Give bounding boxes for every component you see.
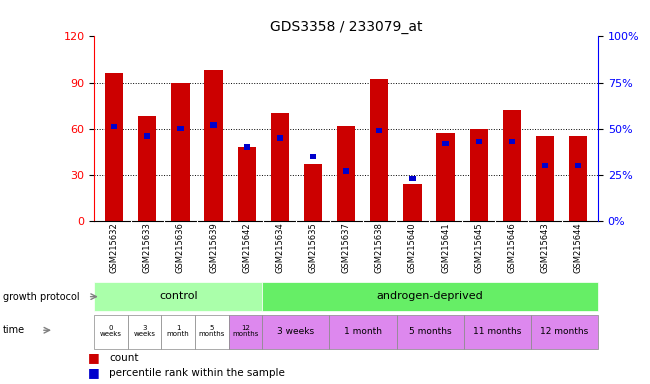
Text: 12
months: 12 months xyxy=(232,325,259,338)
Bar xyxy=(144,133,150,139)
Text: 0
weeks: 0 weeks xyxy=(100,325,122,338)
Text: ■: ■ xyxy=(88,366,99,379)
Bar xyxy=(161,315,195,349)
Bar xyxy=(172,83,190,221)
Bar xyxy=(509,139,515,144)
Bar xyxy=(229,315,262,349)
Bar xyxy=(396,315,463,349)
Bar xyxy=(105,73,124,221)
Bar xyxy=(238,147,256,221)
Text: GSM215639: GSM215639 xyxy=(209,223,218,273)
Bar xyxy=(94,282,262,311)
Bar xyxy=(94,315,128,349)
Bar xyxy=(111,124,117,129)
Bar xyxy=(370,79,389,221)
Bar xyxy=(337,126,356,221)
Text: GSM215643: GSM215643 xyxy=(540,223,549,273)
Bar xyxy=(177,126,183,131)
Text: GSM215637: GSM215637 xyxy=(342,223,350,273)
Bar xyxy=(569,136,587,221)
Text: percentile rank within the sample: percentile rank within the sample xyxy=(109,368,285,378)
Bar xyxy=(436,133,454,221)
Bar xyxy=(410,176,415,181)
Bar xyxy=(531,315,598,349)
Bar xyxy=(277,135,283,141)
Text: GSM215632: GSM215632 xyxy=(110,223,119,273)
Bar xyxy=(138,116,157,221)
Text: 5
months: 5 months xyxy=(199,325,225,338)
Bar xyxy=(542,163,548,168)
Bar xyxy=(443,141,448,146)
Bar xyxy=(271,113,289,221)
Text: 12 months: 12 months xyxy=(540,327,588,336)
Text: androgen-deprived: androgen-deprived xyxy=(377,291,484,301)
Bar xyxy=(205,70,223,221)
Bar xyxy=(575,163,581,168)
Bar xyxy=(403,184,421,221)
Bar xyxy=(195,315,229,349)
Bar xyxy=(304,164,322,221)
Bar xyxy=(310,154,316,159)
Bar xyxy=(469,129,488,221)
Text: GSM215641: GSM215641 xyxy=(441,223,450,273)
Text: GSM215638: GSM215638 xyxy=(375,223,383,273)
Bar xyxy=(262,282,598,311)
Text: GSM215640: GSM215640 xyxy=(408,223,417,273)
Bar xyxy=(502,110,521,221)
Text: growth protocol: growth protocol xyxy=(3,291,80,302)
Text: 3 weeks: 3 weeks xyxy=(277,327,315,336)
Text: GSM215635: GSM215635 xyxy=(309,223,317,273)
Text: 5 months: 5 months xyxy=(409,327,451,336)
Text: control: control xyxy=(159,291,198,301)
Text: 3
weeks: 3 weeks xyxy=(134,325,155,338)
Bar xyxy=(244,144,250,150)
Text: 11 months: 11 months xyxy=(473,327,521,336)
Bar xyxy=(262,315,330,349)
Text: GSM215633: GSM215633 xyxy=(143,223,152,273)
Bar xyxy=(536,136,554,221)
Bar xyxy=(330,315,396,349)
Text: GSM215634: GSM215634 xyxy=(276,223,284,273)
Bar xyxy=(463,315,531,349)
Text: 1 month: 1 month xyxy=(344,327,382,336)
Text: GSM215645: GSM215645 xyxy=(474,223,483,273)
Bar xyxy=(343,168,349,174)
Text: ■: ■ xyxy=(88,351,99,364)
Title: GDS3358 / 233079_at: GDS3358 / 233079_at xyxy=(270,20,422,34)
Bar xyxy=(128,315,161,349)
Text: GSM215644: GSM215644 xyxy=(573,223,582,273)
Text: 1
month: 1 month xyxy=(167,325,190,338)
Text: GSM215636: GSM215636 xyxy=(176,223,185,273)
Text: count: count xyxy=(109,353,138,363)
Text: GSM215646: GSM215646 xyxy=(508,223,516,273)
Bar xyxy=(211,122,216,127)
Bar xyxy=(376,128,382,133)
Text: time: time xyxy=(3,325,25,335)
Text: GSM215642: GSM215642 xyxy=(242,223,251,273)
Bar xyxy=(476,139,482,144)
